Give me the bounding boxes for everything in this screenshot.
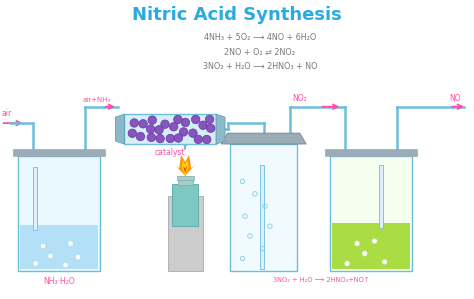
Circle shape [202,135,211,144]
Circle shape [166,134,174,143]
Circle shape [205,115,214,123]
Circle shape [362,251,367,256]
Circle shape [199,121,207,129]
Circle shape [155,126,163,134]
Text: 2NO + O₂ ⇌ 2NO₂: 2NO + O₂ ⇌ 2NO₂ [224,48,295,57]
Polygon shape [183,166,187,173]
Bar [325,149,417,156]
Polygon shape [216,114,225,144]
Bar [20,225,99,269]
Text: NO₂: NO₂ [292,94,307,103]
Bar [330,156,412,271]
Circle shape [33,261,38,266]
Circle shape [345,261,350,266]
Bar [172,184,198,226]
Text: Nitric Acid Synthesis: Nitric Acid Synthesis [132,6,342,24]
Circle shape [146,125,155,133]
Circle shape [355,241,360,246]
Circle shape [179,128,188,136]
Text: 3NO₂ + H₂O ⟶ 2HNO₃+NO↑: 3NO₂ + H₂O ⟶ 2HNO₃+NO↑ [273,277,369,283]
Text: catalyst: catalyst [155,148,185,157]
Circle shape [191,115,200,124]
Text: air: air [2,109,12,118]
Circle shape [48,253,53,259]
Circle shape [173,115,182,124]
Circle shape [170,123,178,131]
Bar [168,196,202,271]
Text: NO: NO [449,94,461,103]
Bar [13,149,105,156]
Text: 3NO₂ + H₂O ⟶ 2HNO₃ + NO: 3NO₂ + H₂O ⟶ 2HNO₃ + NO [203,62,317,71]
Circle shape [147,133,155,142]
Polygon shape [221,133,306,144]
Circle shape [63,262,68,268]
Circle shape [156,134,164,143]
Circle shape [148,116,156,124]
Circle shape [40,243,46,249]
Circle shape [136,132,145,141]
Bar [260,165,264,269]
Bar [124,114,216,144]
Circle shape [128,129,137,138]
Circle shape [207,124,215,132]
Circle shape [161,120,169,129]
Bar [379,165,383,228]
Text: 4NH₃ + 5O₂ ⟶ 4NO + 6H₂O: 4NH₃ + 5O₂ ⟶ 4NO + 6H₂O [204,33,316,42]
Circle shape [130,119,138,127]
Polygon shape [182,160,189,176]
Circle shape [181,118,190,127]
Circle shape [382,259,387,265]
Bar [332,223,410,269]
Circle shape [174,134,182,142]
Circle shape [139,120,147,128]
Bar [178,177,192,185]
Circle shape [194,135,202,144]
Text: NH₃·H₂O: NH₃·H₂O [44,277,75,286]
Circle shape [75,254,81,260]
Bar [177,176,193,180]
Polygon shape [115,114,124,144]
Circle shape [189,129,197,138]
Text: air+NH₃: air+NH₃ [83,97,111,103]
Circle shape [372,238,377,244]
Circle shape [68,241,73,246]
Bar [33,167,37,230]
Bar [230,144,297,271]
Polygon shape [175,155,195,176]
Bar [18,156,100,271]
